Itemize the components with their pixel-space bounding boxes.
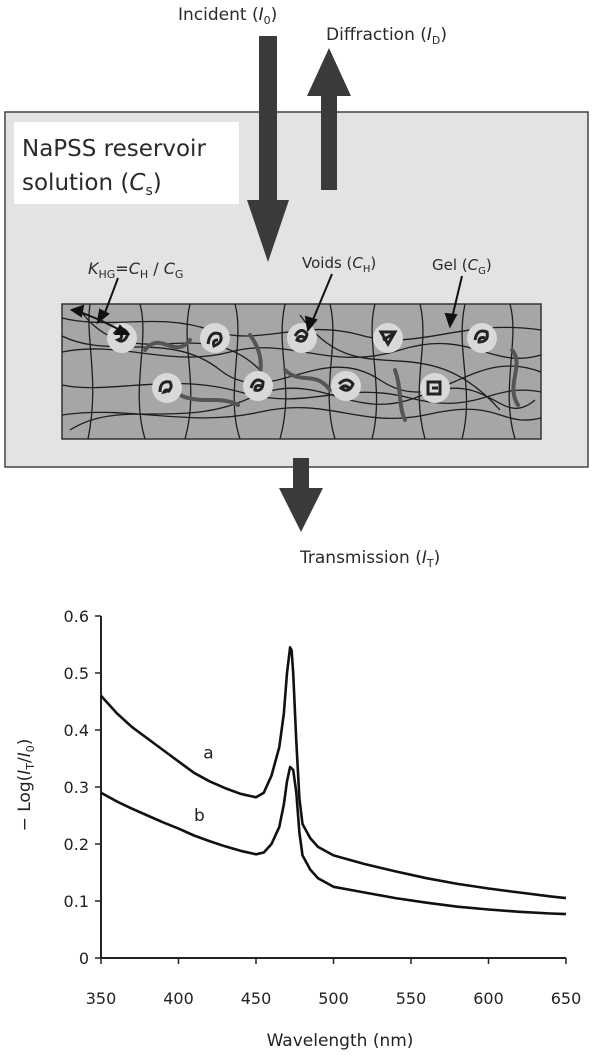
- pointer-arrows: [69, 273, 463, 335]
- reservoir-label-bg: [14, 122, 239, 204]
- y-axis-label: − Log(IT/I0): [15, 739, 37, 832]
- series-line-a: [100, 646, 567, 900]
- schematic-diagram: NaPSS reservoir solution (Cs) Incident (…: [4, 5, 589, 570]
- voids-label: Voids (CH): [302, 254, 376, 275]
- y-tick-label: 0.6: [64, 607, 89, 626]
- void-particle: [331, 371, 361, 401]
- x-tick-label: 450: [241, 989, 272, 1008]
- x-tick-label: 500: [318, 989, 349, 1008]
- y-tick-label: 0.5: [64, 664, 89, 683]
- void-particle: [287, 323, 317, 353]
- incident-label: Incident (I0): [178, 5, 277, 27]
- y-tick-label: 0.1: [64, 892, 89, 911]
- void-particle: [420, 373, 450, 403]
- transmission-arrow: [279, 458, 323, 532]
- transmission-label: Transmission (IT): [299, 548, 440, 570]
- x-tick-label: 400: [163, 989, 194, 1008]
- diffraction-arrow: [307, 48, 351, 190]
- reservoir-label-line1: NaPSS reservoir: [22, 136, 206, 162]
- gel-label: Gel (CG): [432, 256, 492, 277]
- x-axis-label: Wavelength (nm): [267, 1031, 414, 1051]
- polyelectrolyte-strands: [143, 333, 520, 422]
- void-particle: [243, 371, 273, 401]
- chart-series-labels: ab: [194, 744, 214, 827]
- void-particle: [152, 373, 182, 403]
- void-particle: [467, 323, 497, 353]
- khg-label: KHG=CH / CG: [88, 259, 183, 281]
- x-tick-label: 600: [473, 989, 504, 1008]
- diffraction-label: Diffraction (ID): [326, 25, 447, 47]
- y-tick-label: 0.3: [64, 778, 89, 797]
- x-tick-label: 650: [551, 989, 582, 1008]
- series-label-b: b: [194, 806, 205, 826]
- x-tick-label: 550: [396, 989, 427, 1008]
- chart-axes: 0 0.1 0.2 0.3 0.4 0.5 0.6 350 400 450 500 550 600 650: [64, 607, 582, 1008]
- reservoir-label-line2: solution (Cs): [22, 170, 162, 199]
- void-particle: [200, 323, 230, 353]
- x-tick-label: 350: [86, 989, 117, 1008]
- y-tick-label: 0.4: [64, 721, 89, 740]
- y-tick-label: 0.2: [64, 835, 89, 854]
- series-line-b: [100, 765, 567, 916]
- y-tick-label: 0: [79, 949, 89, 968]
- void-particles: [107, 323, 497, 403]
- chart-series: [100, 646, 567, 916]
- absorbance-chart: 0 0.1 0.2 0.3 0.4 0.5 0.6 350 400 450 500 550 600 650…: [15, 607, 581, 1051]
- void-particle: [373, 323, 403, 353]
- gel-slab: [61, 303, 542, 440]
- incident-arrow: [247, 36, 289, 262]
- series-label-a: a: [203, 744, 213, 764]
